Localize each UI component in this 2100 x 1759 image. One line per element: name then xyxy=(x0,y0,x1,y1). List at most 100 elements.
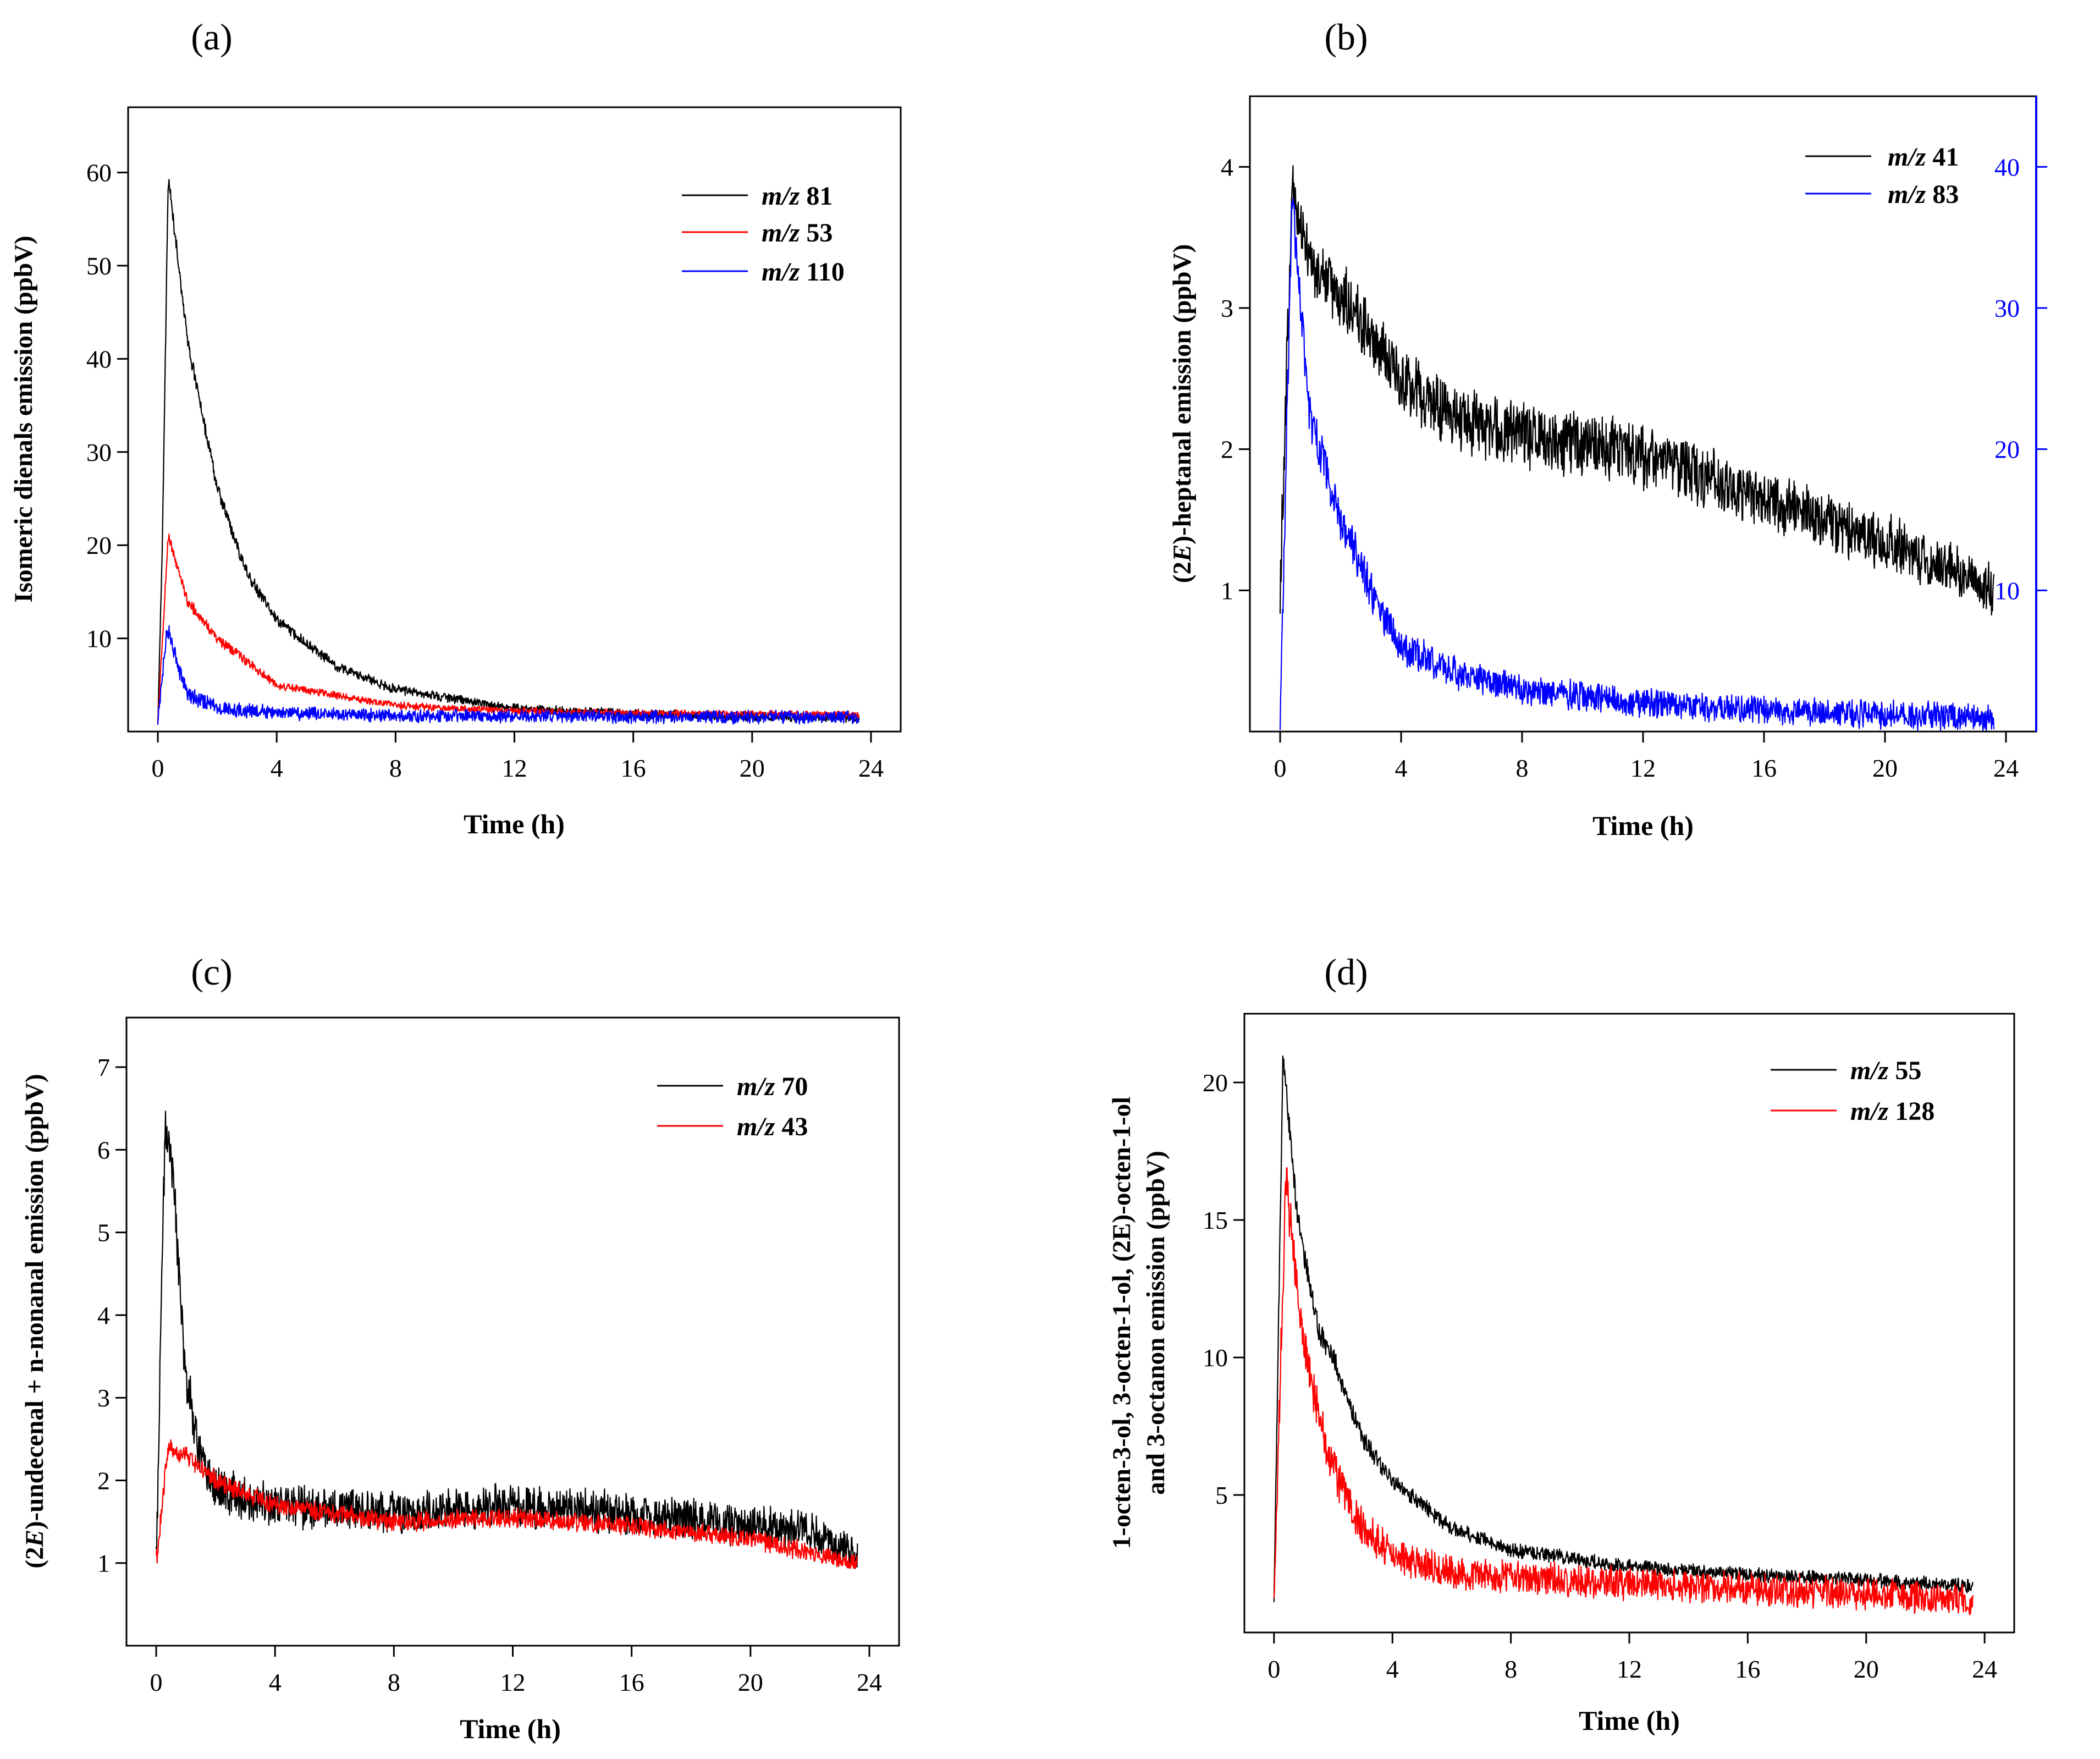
x-axis-label: Time (h) xyxy=(1592,810,1694,841)
series-line xyxy=(1279,197,1995,732)
y-tick-label: 1 xyxy=(97,1549,110,1577)
x-tick-label: 20 xyxy=(738,1668,763,1696)
x-tick-label: 20 xyxy=(1854,1655,1879,1683)
legend-item: m/z 55 xyxy=(1771,1056,1921,1085)
series-line xyxy=(1273,1167,1974,1615)
legend: m/z 81 m/z 53 m/z 110 xyxy=(682,182,845,287)
x-tick-label: 16 xyxy=(621,754,646,782)
y-tick-label: 2 xyxy=(97,1466,110,1494)
svg-text:m/z 53: m/z 53 xyxy=(762,218,833,248)
y-tick-label: 6 xyxy=(97,1136,110,1164)
y-tick-label: 2 xyxy=(1221,436,1233,464)
y-tick-labels: 5 10 15 20 xyxy=(1203,1069,1244,1509)
legend-value: 83 xyxy=(1932,180,1959,209)
y-axis-label-line2: and 3-octanon emission (ppbV) xyxy=(1142,1151,1170,1494)
y-axis-label-prefix: (2 xyxy=(1168,562,1197,583)
x-tick-label: 12 xyxy=(500,1668,526,1696)
legend-prefix: m/z xyxy=(1888,142,1926,172)
x-tick-label: 4 xyxy=(1395,754,1408,782)
x-tick-label: 24 xyxy=(857,1668,882,1696)
legend-prefix: m/z xyxy=(1888,180,1926,209)
svg-text:m/z 41: m/z 41 xyxy=(1888,142,1959,172)
y-tick-label: 3 xyxy=(1221,294,1233,322)
svg-text:m/z 81: m/z 81 xyxy=(762,182,833,211)
x-tick-label: 12 xyxy=(1617,1655,1642,1683)
y2-tick-labels: 10 20 30 40 xyxy=(1994,153,2047,604)
legend-item: m/z 70 xyxy=(657,1072,808,1101)
y-tick-label: 3 xyxy=(97,1384,110,1412)
y-tick-label: 10 xyxy=(86,625,112,653)
legend-item: m/z 110 xyxy=(682,257,845,287)
x-tick-label: 0 xyxy=(152,754,164,782)
panel-d: (d) Time (h) 1-octen-3-ol, 3-octen-1-ol,… xyxy=(1107,951,2015,1736)
svg-text:m/z 83: m/z 83 xyxy=(1888,180,1959,209)
series-line xyxy=(1273,1055,1974,1602)
legend-item: m/z 81 xyxy=(682,182,833,211)
y-tick-label: 60 xyxy=(86,159,112,187)
x-tick-label: 4 xyxy=(269,1668,282,1696)
x-tick-label: 24 xyxy=(858,754,884,782)
legend: m/z 70 m/z 43 xyxy=(657,1072,808,1141)
x-tick-label: 20 xyxy=(1872,754,1898,782)
y-tick-label: 30 xyxy=(86,438,112,466)
x-tick-label: 4 xyxy=(271,754,283,782)
y-axis-label-italic: E xyxy=(1168,545,1197,562)
series-line xyxy=(157,179,860,724)
y-tick-label: 40 xyxy=(86,345,112,373)
y-axis-label-italic: E xyxy=(20,1530,49,1547)
legend: m/z 41 m/z 83 xyxy=(1805,142,1959,209)
y-axis-label-suffix: )-undecenal + n-nonanal emission (ppbV) xyxy=(20,1074,49,1530)
x-tick-labels: 0 4 8 12 16 20 24 xyxy=(150,1646,882,1696)
y-axis-label-prefix: (2 xyxy=(20,1547,49,1568)
y-tick-label: 20 xyxy=(86,531,112,559)
panel-label: (a) xyxy=(191,16,232,58)
panel-label: (c) xyxy=(191,951,232,993)
legend-prefix: m/z xyxy=(762,182,800,211)
y2-tick-label: 10 xyxy=(1994,576,2020,604)
y-axis-label-line1: 1-octen-3-ol, 3-octen-1-ol, (2E)-octen-1… xyxy=(1107,1097,1136,1549)
legend-item: m/z 43 xyxy=(657,1112,808,1141)
legend-prefix: m/z xyxy=(1850,1097,1889,1126)
y-axis-label: 1-octen-3-ol, 3-octen-1-ol, (2E)-octen-1… xyxy=(1107,1097,1170,1549)
x-tick-label: 20 xyxy=(740,754,765,782)
y-axis-label: Isomeric dienals emission (ppbV) xyxy=(9,235,38,602)
x-tick-label: 24 xyxy=(1993,754,2019,782)
panel-label: (b) xyxy=(1324,16,1368,58)
legend-value: 43 xyxy=(781,1112,808,1141)
legend-item: m/z 83 xyxy=(1805,180,1959,209)
legend-prefix: m/z xyxy=(1850,1056,1889,1085)
panel-c: (c) Time (h) (2E)-undecenal + n-nonanal … xyxy=(20,951,900,1744)
svg-text:m/z 43: m/z 43 xyxy=(737,1112,808,1141)
legend-value: 128 xyxy=(1895,1097,1934,1126)
x-tick-label: 12 xyxy=(502,754,527,782)
y-tick-label: 5 xyxy=(97,1219,110,1247)
series-line xyxy=(157,625,860,725)
x-tick-label: 0 xyxy=(1274,754,1287,782)
legend-item: m/z 128 xyxy=(1771,1097,1934,1126)
legend-prefix: m/z xyxy=(737,1112,775,1141)
y-tick-label: 20 xyxy=(1203,1069,1228,1097)
plot-area xyxy=(157,179,860,725)
svg-text:m/z 70: m/z 70 xyxy=(737,1072,808,1101)
legend-value: 81 xyxy=(806,182,833,211)
x-tick-label: 0 xyxy=(1267,1655,1280,1683)
panel-a: (a) Time (h) Isomeric dienals emission (… xyxy=(9,16,902,839)
svg-text:m/z 110: m/z 110 xyxy=(762,257,845,287)
y-axis-label: (2E)-undecenal + n-nonanal emission (ppb… xyxy=(20,1074,49,1568)
y-tick-labels: 10 20 30 40 50 60 xyxy=(86,159,128,653)
legend-prefix: m/z xyxy=(762,218,800,248)
y2-tick-label: 30 xyxy=(1994,294,2020,322)
y-axis-label-suffix: )-heptanal emission (ppbV) xyxy=(1168,244,1197,545)
x-axis-label: Time (h) xyxy=(1579,1705,1680,1736)
legend: m/z 55 m/z 128 xyxy=(1771,1056,1934,1126)
y-tick-label: 4 xyxy=(97,1301,110,1329)
legend-prefix: m/z xyxy=(762,257,800,287)
y-tick-label: 1 xyxy=(1221,576,1233,604)
x-tick-label: 4 xyxy=(1386,1655,1399,1683)
plot-area xyxy=(155,1111,858,1569)
y-tick-label: 5 xyxy=(1215,1481,1228,1509)
series-line xyxy=(1279,165,1995,616)
x-tick-label: 16 xyxy=(1751,754,1777,782)
y-tick-label: 4 xyxy=(1221,153,1233,181)
y-tick-label: 50 xyxy=(86,252,112,280)
